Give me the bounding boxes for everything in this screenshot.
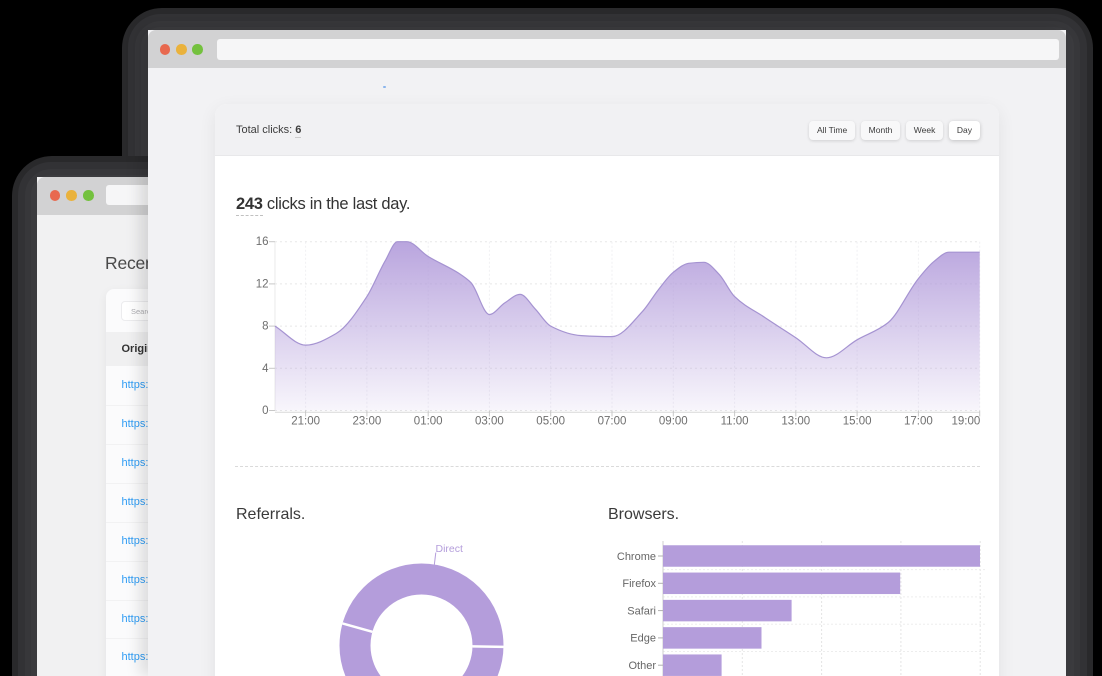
svg-text:01:00: 01:00 — [414, 416, 443, 428]
svg-text:07:00: 07:00 — [598, 416, 627, 428]
svg-text:19:00: 19:00 — [952, 416, 981, 428]
svg-text:Direct: Direct — [436, 543, 464, 555]
svg-text:17:00: 17:00 — [904, 416, 933, 428]
svg-text:11:00: 11:00 — [721, 416, 749, 428]
svg-text:15:00: 15:00 — [843, 416, 872, 428]
svg-text:05:00: 05:00 — [536, 416, 565, 428]
svg-text:16: 16 — [256, 236, 269, 248]
svg-text:03:00: 03:00 — [475, 416, 504, 428]
svg-text:13:00: 13:00 — [781, 416, 810, 428]
svg-text:12: 12 — [256, 278, 269, 290]
svg-text:23:00: 23:00 — [353, 416, 382, 428]
svg-text:Safari: Safari — [627, 605, 656, 617]
svg-text:21:00: 21:00 — [291, 416, 320, 428]
svg-text:Firefox: Firefox — [622, 578, 656, 590]
svg-text:4: 4 — [262, 363, 269, 375]
svg-text:0: 0 — [262, 405, 268, 417]
svg-text:09:00: 09:00 — [659, 416, 688, 428]
svg-text:8: 8 — [262, 321, 268, 333]
svg-text:Edge: Edge — [630, 633, 656, 645]
svg-text:Chrome: Chrome — [617, 551, 656, 563]
svg-text:Other: Other — [628, 660, 656, 672]
